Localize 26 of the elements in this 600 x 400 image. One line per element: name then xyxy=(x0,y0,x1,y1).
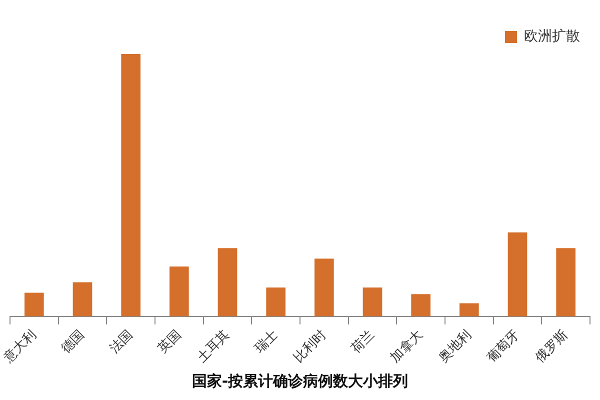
bar xyxy=(314,258,334,316)
bar xyxy=(556,248,576,316)
x-tick-label: 英国 xyxy=(155,328,184,357)
x-tick-label: 意大利 xyxy=(0,328,40,366)
bar xyxy=(121,54,140,316)
legend-label: 欧洲扩散 xyxy=(524,28,580,45)
x-tick-label: 俄罗斯 xyxy=(532,328,572,366)
bar xyxy=(72,282,92,316)
bar xyxy=(170,266,189,316)
bar xyxy=(218,248,238,316)
bar xyxy=(24,292,44,316)
bar xyxy=(266,288,286,316)
x-tick-label: 比利时 xyxy=(291,328,330,366)
bar xyxy=(460,303,479,316)
x-tick-label: 德国 xyxy=(58,328,88,357)
x-tick-label: 瑞士 xyxy=(252,328,282,357)
bar xyxy=(411,294,430,316)
x-tick-label: 奥地利 xyxy=(436,328,474,366)
x-tick-label: 法国 xyxy=(107,328,136,357)
x-tick-label: 加拿大 xyxy=(388,328,426,366)
x-tick-label: 荷兰 xyxy=(348,328,378,357)
bar xyxy=(362,288,382,316)
x-tick-label: 土耳其 xyxy=(194,328,233,366)
x-axis-title: 国家-按累计确诊病例数大小排列 xyxy=(192,372,408,390)
bar xyxy=(508,232,528,316)
x-tick-label: 葡萄牙 xyxy=(484,328,523,366)
